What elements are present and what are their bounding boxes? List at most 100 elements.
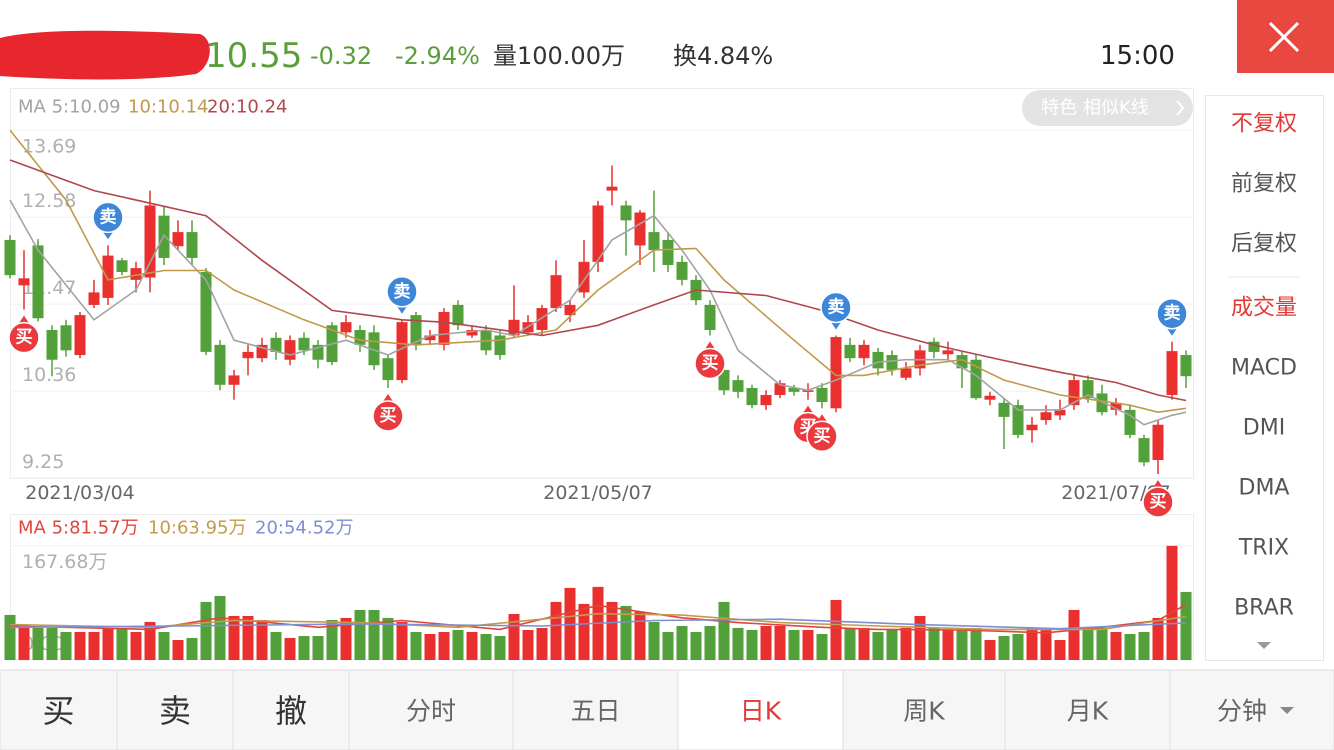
candle-body [144, 205, 156, 278]
signal-marker: 买 [8, 315, 40, 354]
volume-bar [802, 629, 814, 660]
candle-body [186, 232, 198, 258]
volume-bar [298, 635, 310, 660]
candle-body [662, 239, 674, 265]
candle-body [1110, 402, 1122, 410]
menu-item[interactable]: MACD [1231, 356, 1297, 381]
candle-body [494, 335, 506, 356]
candle-body [970, 359, 982, 399]
candle-body [1040, 412, 1052, 421]
header-field: 量100.00万 [493, 42, 625, 70]
volume-bar [1068, 609, 1080, 660]
candle-body [1180, 355, 1192, 377]
candle-body [88, 292, 100, 305]
menu-item[interactable]: 成交量 [1231, 296, 1297, 321]
volume-bar [466, 631, 478, 660]
tab[interactable] [1004, 669, 1171, 750]
tab-label: 分时 [406, 697, 456, 726]
volume-bar [634, 611, 646, 660]
tab-label: 日K [740, 697, 782, 726]
candle-body [74, 315, 86, 356]
feature-chip[interactable] [1022, 90, 1193, 126]
volume-bar [480, 633, 492, 660]
volume-bar [130, 631, 142, 660]
signal-label: 卖 [394, 281, 411, 302]
y-tick-label: 10.36 [22, 364, 76, 386]
volume-bar [200, 601, 212, 660]
signal-dot [1142, 486, 1174, 518]
volume-bar [550, 601, 562, 660]
vol-ma-legend: MA 5:81.57万 [18, 518, 139, 539]
volume-bar [928, 627, 940, 660]
tab-label: 周K [903, 697, 945, 726]
menu-item[interactable]: TRIX [1238, 536, 1289, 561]
menu-item[interactable]: 后复权 [1231, 232, 1297, 257]
volume-bar [1180, 591, 1192, 660]
redacted-name [0, 30, 210, 80]
candle-body [1138, 438, 1150, 463]
volume-bar [998, 635, 1010, 660]
vol-ma-legend: 10:63.95万 [148, 518, 247, 539]
signal-label: 卖 [100, 206, 117, 227]
candle-body [172, 232, 184, 247]
tab[interactable] [348, 669, 514, 750]
candle-body [760, 394, 772, 406]
candle-body [928, 341, 940, 352]
signal-marker: 卖 [386, 276, 418, 314]
candle-body [340, 322, 352, 333]
tab[interactable] [232, 669, 350, 750]
volume-bar [1110, 631, 1122, 660]
signal-marker: 买 [1142, 480, 1174, 518]
menu-item[interactable]: 前复权 [1231, 172, 1297, 197]
candle-body [452, 304, 464, 326]
candle-body [424, 335, 436, 341]
tab[interactable] [116, 669, 234, 750]
candle-body [200, 272, 212, 352]
volume-bar [1040, 629, 1052, 660]
candle-body [620, 205, 632, 221]
candle-body [774, 383, 786, 395]
candle-body [816, 387, 828, 403]
candle-body [4, 239, 16, 276]
signal-marker: 卖 [820, 291, 852, 330]
candle-body [676, 261, 688, 280]
tab[interactable] [1169, 669, 1334, 750]
candle-body [312, 344, 324, 360]
volume-bar [508, 613, 520, 660]
volume-bar [424, 633, 436, 660]
candle-body [634, 212, 646, 246]
candle-body [1082, 380, 1094, 399]
chip-chevron [1176, 100, 1185, 116]
y-tick-label: 167.68万 [22, 551, 107, 573]
menu-item[interactable]: BRAR [1234, 596, 1294, 621]
tab[interactable] [677, 669, 844, 750]
signal-marker: 买 [694, 341, 726, 380]
menu-item[interactable]: DMA [1239, 476, 1290, 501]
candle-body [718, 369, 730, 391]
volume-bar [88, 631, 100, 660]
vol-ma-legend: 20:54.52万 [255, 518, 354, 539]
volume-bar [676, 625, 688, 660]
tab-label: 月K [1067, 697, 1109, 726]
candle-body [592, 205, 604, 262]
candle-body [550, 275, 562, 309]
volume-bar [368, 609, 380, 660]
candle-body [18, 278, 30, 286]
tab-label: 撤 [275, 692, 307, 730]
menu-item[interactable]: 不复权 [1231, 112, 1297, 137]
menu-more[interactable] [1257, 642, 1271, 649]
candle-body [732, 380, 744, 392]
y-tick-label: 13.69 [22, 135, 76, 157]
volume-bar [1096, 627, 1108, 660]
volume-bar [718, 601, 730, 660]
header-field: -0.32 [310, 42, 372, 70]
signal-dot [372, 400, 404, 432]
volume-bar [270, 631, 282, 660]
indicator-menu [1205, 95, 1324, 661]
volume-bar [1082, 627, 1094, 660]
candle-body [606, 186, 618, 191]
menu-item[interactable]: DMI [1243, 416, 1285, 441]
volume-bar [858, 627, 870, 660]
candle-body [480, 329, 492, 351]
candle-body [270, 337, 282, 352]
